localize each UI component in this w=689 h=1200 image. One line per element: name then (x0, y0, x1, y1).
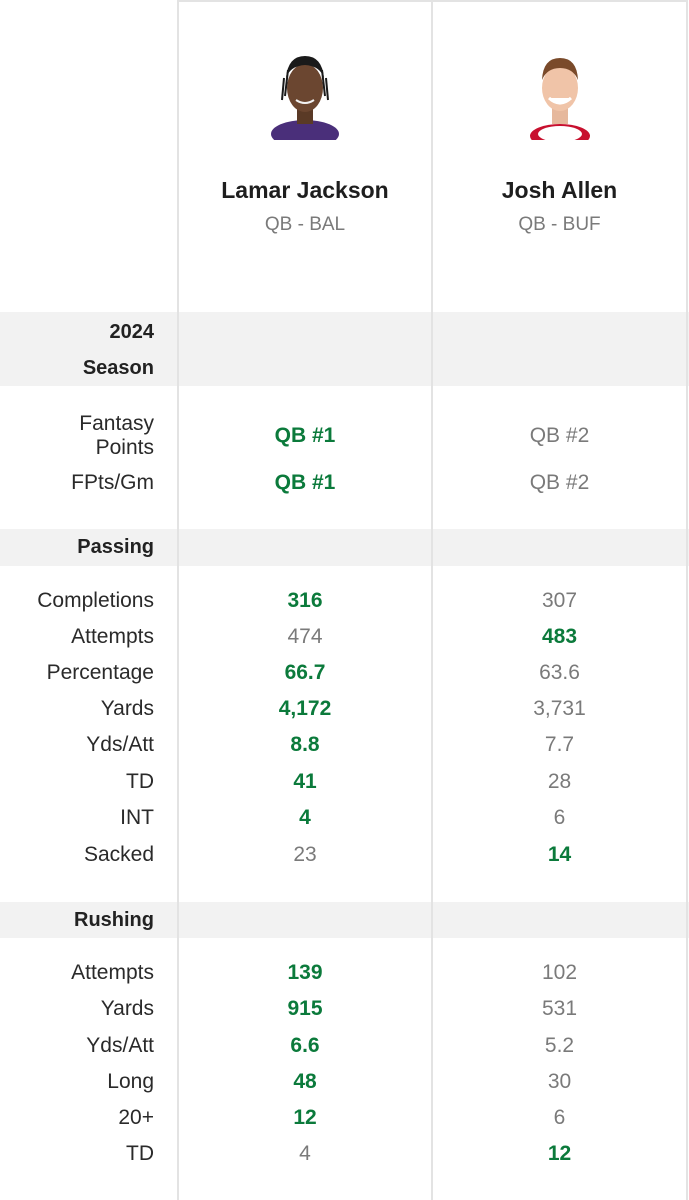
stat-label: 20+ (118, 1106, 154, 1129)
stat-row-pass-attempts: Attempts 474 483 (0, 619, 689, 655)
stat-label: Percentage (46, 661, 154, 684)
stat-value-p1: 8.8 (290, 733, 320, 756)
player-name[interactable]: Josh Allen (501, 177, 618, 203)
stat-label: Attempts (71, 625, 154, 648)
stat-value-p1: 316 (287, 589, 323, 612)
section-header-passing: Passing (0, 529, 689, 566)
stat-label: FPts/Gm (71, 471, 154, 494)
stat-value-p2: 28 (547, 770, 572, 793)
stat-value-p2: 6 (553, 806, 566, 829)
stat-label: Attempts (71, 961, 154, 984)
stat-label: Sacked (83, 843, 154, 866)
stat-value-p2: 12 (547, 1142, 572, 1165)
stat-value-p2: 483 (541, 625, 578, 648)
stat-value-p1: 474 (287, 625, 323, 648)
stat-value-p1: 139 (287, 961, 323, 984)
stat-value-p1: 4 (299, 806, 311, 829)
stat-row-long: Long 48 30 (0, 1064, 689, 1100)
column-divider (686, 0, 688, 1200)
stat-value-p1: 6.6 (290, 1034, 320, 1057)
stat-row-sacked: Sacked 23 14 (0, 837, 689, 873)
stat-label: Long (107, 1070, 154, 1093)
stat-value-p2: 30 (547, 1070, 572, 1093)
stat-row-int: INT 4 6 (0, 800, 689, 836)
stat-value-p2: 14 (547, 843, 572, 866)
section-header-season: 2024 Season (0, 312, 689, 386)
stat-value-p2: QB #2 (529, 471, 590, 494)
stat-value-p2: 3,731 (533, 697, 586, 720)
stat-value-p2: 102 (541, 961, 578, 984)
player-headshot-icon (266, 48, 344, 140)
section-title: Passing (77, 536, 154, 558)
stat-label: Yards (100, 697, 154, 720)
stat-value-p1: 4 (299, 1142, 311, 1165)
player-name[interactable]: Lamar Jackson (221, 177, 389, 203)
stat-row-pass-yds-att: Yds/Att 8.8 7.7 (0, 727, 689, 763)
stat-value-p1: 48 (293, 1070, 317, 1093)
player-card-josh-allen[interactable]: Josh Allen QB - BUF (433, 0, 686, 312)
stat-label: TD (126, 770, 154, 793)
stat-value-p2: QB #2 (529, 424, 590, 447)
stat-value-p2: 5.2 (544, 1034, 575, 1057)
stat-label: Points (95, 436, 154, 459)
stat-row-rush-yds-att: Yds/Att 6.6 5.2 (0, 1028, 689, 1064)
stat-value-p1: QB #1 (274, 424, 336, 447)
stat-row-fantasy-points: Fantasy Points QB #1 QB #2 (0, 410, 689, 460)
stat-row-percentage: Percentage 66.7 63.6 (0, 655, 689, 691)
stat-value-p2: 63.6 (539, 661, 580, 684)
stat-value-p1: QB #1 (274, 471, 336, 494)
player-card-lamar-jackson[interactable]: Lamar Jackson QB - BAL (179, 0, 431, 312)
section-title: Rushing (74, 909, 154, 931)
stat-value-p1: 23 (293, 843, 317, 866)
column-divider (431, 0, 433, 1200)
stat-label: Completions (37, 589, 154, 612)
stat-value-p2: 6 (553, 1106, 566, 1129)
stat-value-p1: 66.7 (284, 661, 326, 684)
stat-label: Yards (100, 997, 154, 1020)
stat-row-completions: Completions 316 307 (0, 583, 689, 619)
stat-value-p2: 307 (541, 589, 578, 612)
stat-value-p2: 531 (541, 997, 578, 1020)
stat-row-rush-attempts: Attempts 139 102 (0, 955, 689, 991)
stat-value-p1: 12 (293, 1106, 317, 1129)
stat-row-rush-td: TD 4 12 (0, 1136, 689, 1172)
stat-label: TD (126, 1142, 154, 1165)
stat-row-twenty-plus: 20+ 12 6 (0, 1100, 689, 1136)
stat-row-fpts-gm: FPts/Gm QB #1 QB #2 (0, 465, 689, 501)
player-headshot-icon (521, 48, 599, 140)
column-divider (177, 0, 179, 1200)
player-position-team: QB - BAL (264, 214, 346, 235)
stat-label: INT (120, 806, 154, 829)
stat-value-p1: 915 (287, 997, 323, 1020)
section-title: Season (82, 357, 154, 379)
stat-label: Yds/Att (86, 1034, 154, 1057)
stat-value-p2: 7.7 (544, 733, 575, 756)
section-header-rushing: Rushing (0, 902, 689, 938)
stat-value-p1: 4,172 (278, 697, 332, 720)
player-position-team: QB - BUF (518, 214, 601, 235)
stat-row-pass-td: TD 41 28 (0, 764, 689, 800)
section-title: 2024 (109, 321, 155, 343)
stat-label: Yds/Att (86, 733, 154, 756)
stat-row-rush-yards: Yards 915 531 (0, 991, 689, 1027)
stat-value-p1: 41 (293, 770, 317, 793)
stat-label: Fantasy (79, 412, 154, 435)
stat-row-pass-yards: Yards 4,172 3,731 (0, 691, 689, 727)
